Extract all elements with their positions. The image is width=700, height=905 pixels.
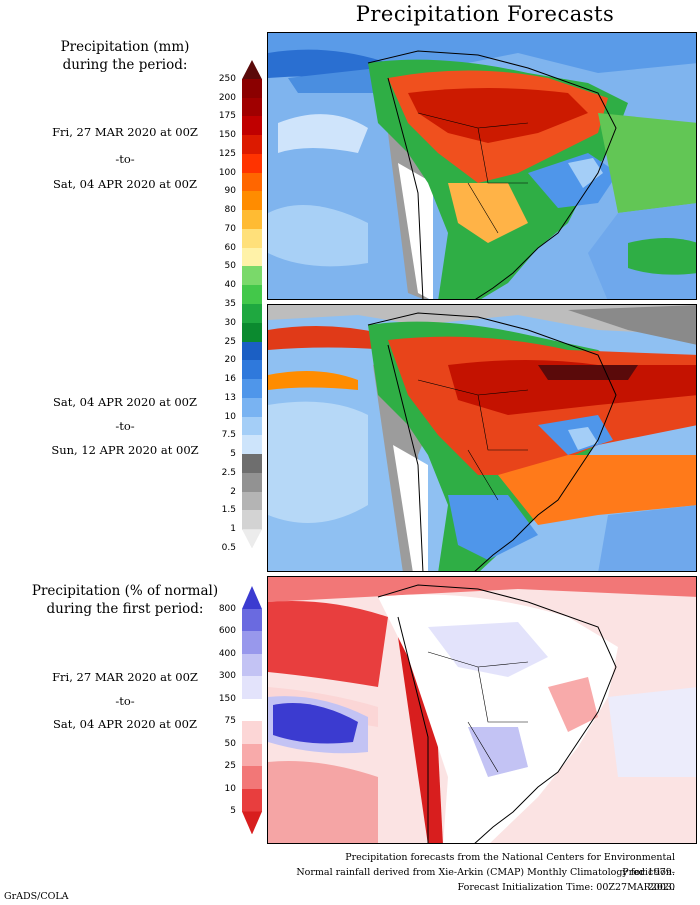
colorbar-tick-label: 600 — [218, 626, 236, 637]
colorbar-segment — [242, 529, 262, 549]
colorbar-tick-label: 40 — [224, 280, 236, 291]
footer-line1: Precipitation forecasts from the Nationa… — [345, 852, 675, 878]
period1-start: Fri, 27 MAR 2020 at 00Z — [52, 125, 198, 139]
colorbar-segment — [242, 341, 262, 361]
colorbar-tick-label: 10 — [224, 783, 236, 794]
colorbar-tick-label: 1.5 — [221, 505, 236, 516]
colorbar-tick-label: 75 — [224, 716, 236, 727]
period3-end: Sat, 04 APR 2020 at 00Z — [53, 717, 197, 731]
colorbar-segment — [242, 228, 262, 249]
percent-header-line1: Precipitation (% of normal) — [31, 583, 219, 599]
colorbar-tick-label: 5 — [230, 806, 236, 817]
colorbar-segment — [242, 247, 262, 267]
colorbar-tick-label: 7.5 — [221, 430, 236, 441]
grads-credit: GrADS/COLA — [4, 891, 69, 902]
colorbar-segment — [242, 78, 262, 99]
colorbar-segment — [242, 608, 262, 632]
colorbar-segment — [242, 586, 262, 610]
colorbar-segment — [242, 397, 262, 418]
colorbar-tick-label: 300 — [218, 671, 236, 682]
colorbar-tick-label: 200 — [218, 92, 236, 103]
colorbar-segment — [242, 454, 262, 474]
colorbar-tick-label: 800 — [218, 603, 236, 614]
colorbar-tick-label: 1 — [230, 524, 236, 535]
colorbar-segment — [242, 135, 262, 155]
colorbar-tick-label: 13 — [224, 392, 236, 403]
colorbar-segment — [242, 743, 262, 767]
percent-header: Precipitation (% of normal) during the f… — [20, 582, 230, 618]
colorbar-segment — [242, 472, 262, 493]
colorbar-segment — [242, 60, 262, 80]
colorbar-tick-label: 150 — [218, 130, 236, 141]
colorbar-segment — [242, 721, 262, 745]
colorbar-tick-label: 25 — [224, 336, 236, 347]
colorbar-tick-label: 80 — [224, 205, 236, 216]
percent-colorbar — [242, 586, 262, 835]
colorbar-tick-label: 50 — [224, 261, 236, 272]
percent-normal-map — [267, 576, 697, 844]
colorbar-segment — [242, 416, 262, 436]
colorbar-tick-label: 35 — [224, 299, 236, 309]
colorbar-segment — [242, 172, 262, 192]
period3-start: Fri, 27 MAR 2020 at 00Z — [52, 670, 198, 684]
page-title: Precipitation Forecasts — [355, 2, 615, 26]
colorbar-segment — [242, 97, 262, 117]
colorbar-tick-label: 25 — [224, 761, 236, 772]
colorbar-tick-label: 150 — [218, 693, 236, 704]
colorbar-segment — [242, 304, 262, 324]
colorbar-segment — [242, 435, 262, 455]
colorbar-segment — [242, 766, 262, 790]
colorbar-tick-label: 50 — [224, 738, 236, 749]
precip-header: Precipitation (mm) during the period: — [20, 38, 230, 74]
colorbar-tick-label: 5 — [230, 449, 236, 460]
colorbar-segment — [242, 116, 262, 136]
colorbar-tick-label: 60 — [224, 242, 236, 253]
period2-start: Sat, 04 APR 2020 at 00Z — [53, 395, 197, 409]
forecast-map-period1 — [267, 32, 697, 300]
period2-end: Sun, 12 APR 2020 at 00Z — [51, 443, 199, 457]
colorbar-tick-label: 2.5 — [221, 467, 236, 478]
period3-sep: -to- — [115, 694, 135, 708]
colorbar-tick-label: 2 — [230, 486, 236, 497]
precip-header-line2: during the period: — [62, 57, 188, 73]
colorbar-segment — [242, 379, 262, 399]
colorbar-segment — [242, 811, 262, 835]
colorbar-tick-label: 250 — [218, 73, 236, 84]
colorbar-segment — [242, 153, 262, 174]
colorbar-tick-label: 30 — [224, 317, 236, 328]
footer-line2: Normal rainfall derived from Xie-Arkin (… — [296, 867, 675, 893]
colorbar-segment — [242, 698, 262, 722]
colorbar-segment — [242, 285, 262, 305]
colorbar-tick-label: 70 — [224, 223, 236, 234]
colorbar-tick-label: 90 — [224, 186, 236, 197]
period1-end: Sat, 04 APR 2020 at 00Z — [53, 177, 197, 191]
colorbar-tick-label: 16 — [224, 374, 236, 385]
colorbar-segment — [242, 788, 262, 812]
period1-sep: -to- — [115, 152, 135, 166]
precip-colorbar — [242, 60, 262, 549]
colorbar-segment — [242, 266, 262, 286]
percent-header-line2: during the first period: — [46, 601, 204, 617]
colorbar-tick-label: 400 — [218, 648, 236, 659]
colorbar-segment — [242, 210, 262, 230]
colorbar-tick-label: 20 — [224, 355, 236, 366]
footer-line3: Forecast Initialization Time: 00Z27MAR20… — [457, 882, 675, 893]
colorbar-segment — [242, 510, 262, 530]
colorbar-segment — [242, 360, 262, 380]
colorbar-tick-label: 0.5 — [221, 543, 236, 553]
colorbar-segment — [242, 491, 262, 511]
precip-header-line1: Precipitation (mm) — [60, 39, 190, 55]
forecast-map-period2 — [267, 304, 697, 572]
colorbar-tick-label: 10 — [224, 411, 236, 422]
colorbar-segment — [242, 191, 262, 211]
colorbar-tick-label: 175 — [218, 111, 236, 122]
colorbar-tick-label: 100 — [218, 167, 236, 178]
colorbar-tick-label: 125 — [218, 148, 236, 159]
period2-sep: -to- — [115, 419, 135, 433]
colorbar-segment — [242, 653, 262, 677]
colorbar-segment — [242, 676, 262, 700]
colorbar-segment — [242, 631, 262, 655]
colorbar-segment — [242, 322, 262, 343]
